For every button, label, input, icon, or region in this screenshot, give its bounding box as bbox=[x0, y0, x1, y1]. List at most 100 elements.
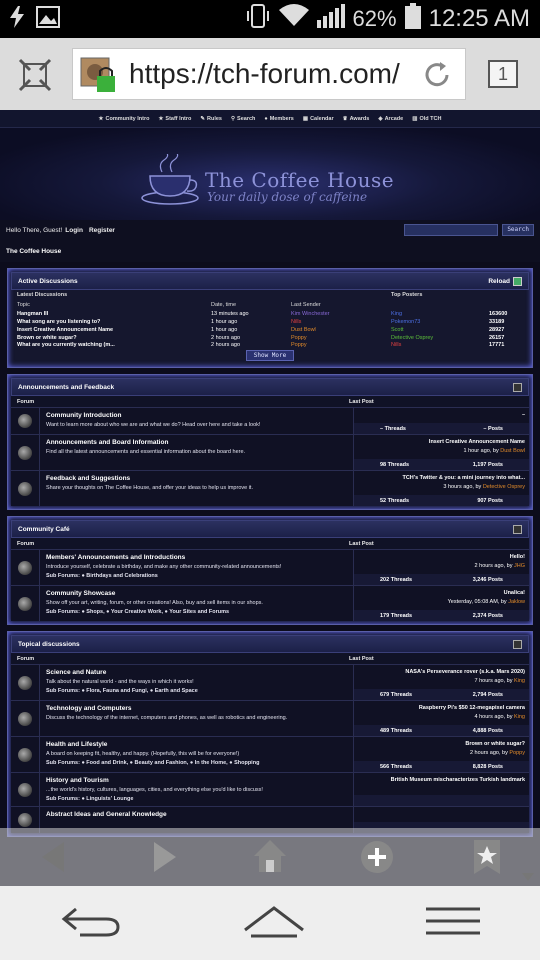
forum-row[interactable]: Health and Lifestyle A board on keeping … bbox=[11, 736, 529, 772]
nav-old-tch[interactable]: ▥ Old TCH bbox=[412, 116, 441, 122]
forum-title[interactable]: Technology and Computers bbox=[46, 705, 132, 712]
collapse-icon[interactable] bbox=[513, 524, 522, 534]
forum-title[interactable]: Abstract Ideas and General Knowledge bbox=[46, 811, 167, 818]
last-post-title[interactable]: British Museum mischaracterizes Turkish … bbox=[390, 777, 525, 783]
clock: 12:25 AM bbox=[428, 5, 530, 32]
list-item[interactable]: What song are you listening to? 1 hour ag… bbox=[11, 318, 529, 326]
last-sender[interactable]: Nills bbox=[291, 319, 302, 325]
forum-row[interactable]: Community Showcase Show off your art, wr… bbox=[11, 585, 529, 621]
last-sender[interactable]: Dust Bowl bbox=[291, 327, 316, 333]
subforums-list[interactable]: Sub Forums: ● Linguists' Lounge bbox=[46, 796, 134, 802]
forum-title[interactable]: Members' Announcements and Introductions bbox=[46, 554, 186, 561]
last-post-user[interactable]: Jaklow bbox=[508, 599, 525, 605]
home-button-icon[interactable] bbox=[243, 904, 305, 943]
forum-title[interactable]: Health and Lifestyle bbox=[46, 741, 108, 748]
topic-link[interactable]: Hangman III bbox=[17, 311, 49, 317]
last-post-title[interactable]: NASA's Perseverance rover (s.k.a. Mars 2… bbox=[405, 669, 525, 675]
last-post-title[interactable]: TCH's Twitter & you: a mini journey into… bbox=[402, 475, 525, 481]
last-post-title[interactable]: Raspberry Pi's $50 12-megapixel camera bbox=[418, 705, 525, 711]
list-item[interactable]: What are you currently watching (m... 2 h… bbox=[11, 342, 529, 348]
list-item[interactable]: Brown or white sugar? 2 hours ago Poppy Det… bbox=[11, 334, 529, 342]
forum-title[interactable]: Community Showcase bbox=[46, 590, 116, 597]
last-post-title[interactable]: Brown or white sugar? bbox=[465, 741, 525, 747]
nav-arcade[interactable]: ◈ Arcade bbox=[378, 116, 403, 122]
forum-row[interactable]: Feedback and Suggestions Share your thou… bbox=[11, 470, 529, 506]
category-title[interactable]: Topical discussions bbox=[18, 640, 80, 648]
last-post-user[interactable]: Detective Osprey bbox=[482, 484, 525, 490]
forum-row[interactable]: Technology and Computers Discuss the tec… bbox=[11, 700, 529, 736]
reload-link[interactable]: Reload bbox=[488, 277, 510, 285]
forum-row[interactable]: Announcements and Board Information Find… bbox=[11, 434, 529, 470]
forum-title[interactable]: Community Introduction bbox=[46, 412, 122, 419]
nav-members[interactable]: ● Members bbox=[264, 116, 293, 122]
forum-row[interactable]: Community Introduction Want to learn mor… bbox=[11, 407, 529, 434]
nav-staff-intro[interactable]: ★ Staff Intro bbox=[158, 116, 191, 122]
collapse-icon[interactable] bbox=[513, 639, 522, 649]
last-post-user[interactable]: Dust Bowl bbox=[500, 448, 525, 454]
nav-awards[interactable]: ♛ Awards bbox=[343, 116, 370, 122]
bookmark-icon[interactable] bbox=[472, 838, 502, 881]
subforums-list[interactable]: Sub Forums: ● Food and Drink, ● Beauty a… bbox=[46, 760, 260, 766]
search-button[interactable]: Search bbox=[502, 224, 534, 236]
fullscreen-icon[interactable] bbox=[18, 58, 52, 97]
show-more-button[interactable]: Show More bbox=[246, 350, 294, 361]
top-poster[interactable]: Nills bbox=[391, 342, 402, 348]
subforums-list[interactable]: Sub Forums: ● Flora, Fauna and Fungi, ● … bbox=[46, 688, 198, 694]
top-poster[interactable]: King bbox=[391, 311, 403, 317]
list-item[interactable]: Insert Creative Announcement Name 1 hour … bbox=[11, 326, 529, 334]
forum-row[interactable]: Members' Announcements and Introductions… bbox=[11, 549, 529, 585]
forum-row[interactable]: History and Tourism ...the world's histo… bbox=[11, 772, 529, 806]
add-tab-icon[interactable] bbox=[360, 840, 394, 879]
last-post-user[interactable]: JHG bbox=[514, 563, 525, 569]
last-post-title[interactable]: Insert Creative Announcement Name bbox=[428, 439, 525, 445]
subforums-list[interactable]: Sub Forums: ● Shops, ● Your Creative Wor… bbox=[46, 609, 230, 615]
category-title[interactable]: Community Café bbox=[18, 525, 70, 533]
last-sender[interactable]: Poppy bbox=[291, 342, 307, 348]
forum-row[interactable]: Science and Nature Talk about the natura… bbox=[11, 664, 529, 700]
subforums-list[interactable]: Sub Forums: ● Birthdays and Celebrations bbox=[46, 573, 158, 579]
login-link[interactable]: Login bbox=[65, 226, 83, 234]
top-poster[interactable]: Detective Osprey bbox=[391, 335, 434, 341]
search-input[interactable] bbox=[404, 224, 499, 236]
forum-title[interactable]: Announcements and Board Information bbox=[46, 439, 169, 446]
toolbar-collapse-icon[interactable] bbox=[522, 868, 534, 886]
topic-link[interactable]: What are you currently watching (m... bbox=[17, 342, 115, 348]
last-post-user[interactable]: Poppy bbox=[509, 750, 525, 756]
forward-arrow-icon[interactable] bbox=[152, 840, 178, 879]
nav-calendar[interactable]: ▦ Calendar bbox=[303, 116, 334, 122]
topic-link[interactable]: What song are you listening to? bbox=[17, 319, 101, 325]
topic-link[interactable]: Insert Creative Announcement Name bbox=[17, 327, 114, 333]
forum-title[interactable]: Feedback and Suggestions bbox=[46, 475, 131, 482]
forum-title[interactable]: Science and Nature bbox=[46, 669, 107, 676]
home-icon[interactable] bbox=[252, 838, 288, 879]
breadcrumb[interactable]: The Coffee House bbox=[0, 240, 540, 262]
last-post-title[interactable]: – bbox=[521, 412, 525, 418]
register-link[interactable]: Register bbox=[88, 226, 115, 234]
forum-stats: 179 Threads 2,374 Posts bbox=[354, 610, 529, 621]
last-post-title[interactable]: Hello! bbox=[509, 554, 525, 560]
forum-status-cell bbox=[11, 701, 39, 736]
top-poster[interactable]: Scott bbox=[391, 327, 404, 333]
list-item[interactable]: Hangman III 13 minutes ago Kim Winchester K… bbox=[11, 310, 529, 318]
tabs-button[interactable]: 1 bbox=[488, 60, 518, 88]
last-post-user[interactable]: King bbox=[513, 714, 525, 720]
refresh-icon[interactable] bbox=[422, 60, 452, 95]
menu-button-icon[interactable] bbox=[425, 906, 480, 941]
nav-search[interactable]: ⚲ Search bbox=[231, 116, 255, 122]
nav-community-intro[interactable]: ★ Community Intro bbox=[99, 116, 150, 122]
last-sender[interactable]: Kim Winchester bbox=[291, 311, 330, 317]
last-sender[interactable]: Poppy bbox=[291, 335, 307, 341]
nav-rules[interactable]: ✎ Rules bbox=[200, 116, 222, 122]
forum-title[interactable]: History and Tourism bbox=[46, 777, 109, 784]
back-arrow-icon[interactable] bbox=[40, 840, 66, 879]
last-post-title[interactable]: Unalica! bbox=[503, 590, 525, 596]
reload-icon[interactable] bbox=[513, 276, 522, 286]
collapse-icon[interactable] bbox=[513, 382, 522, 392]
site-banner[interactable]: The Coffee House Your daily dose of caff… bbox=[0, 128, 540, 220]
topic-link[interactable]: Brown or white sugar? bbox=[17, 335, 77, 341]
back-button-icon[interactable] bbox=[60, 903, 122, 944]
category-title[interactable]: Announcements and Feedback bbox=[18, 383, 115, 391]
url-input[interactable]: https://tch-forum.com/ bbox=[72, 48, 466, 100]
last-post-user[interactable]: King bbox=[513, 678, 525, 684]
top-poster[interactable]: Pokemon73 bbox=[391, 319, 421, 325]
